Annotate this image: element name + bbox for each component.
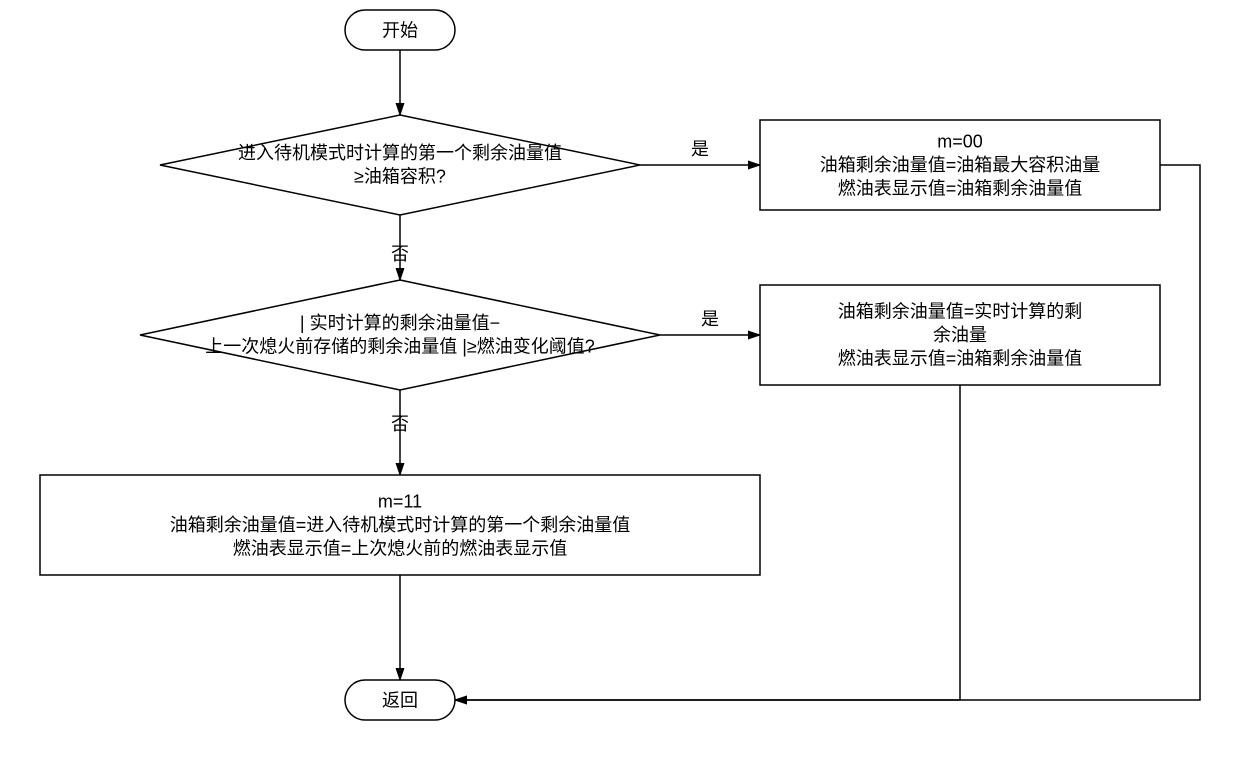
svg-text:m=00: m=00: [937, 131, 983, 151]
edge-label: 是: [701, 309, 719, 329]
node-label: 返回: [382, 690, 418, 710]
svg-text:燃油表显示值=上次熄火前的燃油表显示值: 燃油表显示值=上次熄火前的燃油表显示值: [233, 538, 568, 558]
node-p3: m=11 油箱剩余油量值=进入待机模式时计算的第一个剩余油量值燃油表显示值=上次熄…: [40, 475, 760, 575]
edge-label: 否: [391, 244, 409, 264]
node-label: 开始: [382, 20, 418, 40]
svg-text:上一次熄火前存储的剩余油量值 |≥燃油变化阈值?: 上一次熄火前存储的剩余油量值 |≥燃油变化阈值?: [205, 337, 595, 357]
node-d1: 进入待机模式时计算的第一个剩余油量值 ≥油箱容积?: [160, 115, 640, 215]
svg-text:燃油表显示值=油箱剩余油量值: 燃油表显示值=油箱剩余油量值: [838, 178, 1083, 198]
svg-text:m=11: m=11: [378, 491, 422, 511]
svg-text:燃油表显示值=油箱剩余油量值: 燃油表显示值=油箱剩余油量值: [838, 348, 1083, 368]
svg-text:油箱剩余油量值=进入待机模式时计算的第一个剩余油量值: 油箱剩余油量值=进入待机模式时计算的第一个剩余油量值: [170, 515, 631, 535]
svg-text:余油量: 余油量: [933, 325, 987, 345]
node-d2: | 实时计算的剩余油量值− 上一次熄火前存储的剩余油量值 |≥燃油变化阈值?: [140, 280, 660, 390]
node-start: 开始: [345, 10, 455, 50]
flowchart-canvas: 是否是否开始进入待机模式时计算的第一个剩余油量值≥油箱容积?m=00油箱剩余油量…: [0, 0, 1240, 760]
edge-label: 否: [391, 414, 409, 434]
node-p2: 油箱剩余油量值=实时计算的剩余油量燃油表显示值=油箱剩余油量值: [760, 285, 1160, 385]
svg-text:≥油箱容积?: ≥油箱容积?: [354, 167, 446, 187]
edge-label: 是: [691, 139, 709, 159]
svg-text:油箱剩余油量值=油箱最大容积油量: 油箱剩余油量值=油箱最大容积油量: [820, 155, 1101, 175]
flow-edge: [455, 165, 1200, 700]
node-ret: 返回: [345, 680, 455, 720]
svg-text:进入待机模式时计算的第一个剩余油量值: 进入待机模式时计算的第一个剩余油量值: [238, 143, 562, 163]
node-p1: m=00 油箱剩余油量值=油箱最大容积油量燃油表显示值=油箱剩余油量值: [760, 120, 1160, 210]
svg-text:| 实时计算的剩余油量值−: | 实时计算的剩余油量值−: [300, 313, 500, 333]
svg-text:油箱剩余油量值=实时计算的剩: 油箱剩余油量值=实时计算的剩: [838, 301, 1083, 321]
